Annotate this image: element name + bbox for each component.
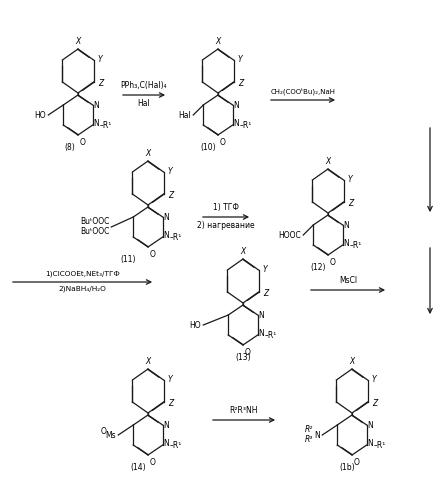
Text: (8): (8): [65, 143, 76, 152]
Text: X: X: [215, 37, 221, 46]
Text: Z: Z: [238, 78, 243, 88]
Text: HO: HO: [190, 320, 201, 330]
Text: Z: Z: [372, 398, 377, 407]
Text: –R¹: –R¹: [170, 234, 182, 242]
Text: Y: Y: [372, 374, 377, 384]
Text: N: N: [368, 440, 373, 448]
Text: Hal: Hal: [137, 99, 150, 108]
Text: Z: Z: [98, 78, 103, 88]
Text: N: N: [94, 120, 99, 128]
Text: N: N: [344, 240, 350, 248]
Text: O: O: [245, 348, 251, 357]
Text: BuᵗOOC: BuᵗOOC: [80, 218, 109, 226]
Text: (13): (13): [235, 353, 251, 362]
Text: MsCl: MsCl: [339, 276, 357, 285]
Text: (1b): (1b): [339, 463, 355, 472]
Text: CH₂(COOᵗBu)₂,NaH: CH₂(COOᵗBu)₂,NaH: [271, 88, 335, 95]
Text: (12): (12): [310, 263, 326, 272]
Text: O: O: [220, 138, 226, 147]
Text: N: N: [94, 100, 99, 110]
Text: N: N: [259, 330, 264, 338]
Text: X: X: [325, 157, 331, 166]
Text: R²: R²: [305, 424, 313, 434]
Text: R³: R³: [305, 434, 313, 444]
Text: Z: Z: [263, 288, 268, 298]
Text: X: X: [349, 357, 354, 366]
Text: N: N: [164, 420, 169, 430]
Text: 2) нагревание: 2) нагревание: [197, 221, 255, 230]
Text: N: N: [315, 430, 320, 440]
Text: HOOC: HOOC: [278, 230, 301, 239]
Text: O: O: [150, 250, 156, 259]
Text: N: N: [164, 212, 169, 222]
Text: N: N: [164, 232, 169, 240]
Text: (11): (11): [120, 255, 136, 264]
Text: N: N: [259, 310, 264, 320]
Text: Y: Y: [238, 54, 243, 64]
Text: O: O: [100, 428, 106, 436]
Text: 1) ТГФ: 1) ТГФ: [213, 203, 239, 212]
Text: HO: HO: [34, 110, 46, 120]
Text: N: N: [368, 420, 373, 430]
Text: Y: Y: [168, 374, 173, 384]
Text: –R¹: –R¹: [240, 122, 252, 130]
Text: X: X: [240, 247, 246, 256]
Text: (10): (10): [200, 143, 216, 152]
Text: –R¹: –R¹: [265, 332, 277, 340]
Text: –R¹: –R¹: [374, 442, 386, 450]
Text: –R¹: –R¹: [350, 242, 362, 250]
Text: N: N: [234, 120, 240, 128]
Text: X: X: [76, 37, 80, 46]
Text: Y: Y: [263, 264, 267, 274]
Text: –R¹: –R¹: [100, 122, 112, 130]
Text: N: N: [344, 220, 350, 230]
Text: Y: Y: [98, 54, 103, 64]
Text: Ms: Ms: [106, 430, 116, 440]
Text: –R¹: –R¹: [170, 442, 182, 450]
Text: R²R³NH: R²R³NH: [230, 406, 258, 415]
Text: Z: Z: [168, 190, 173, 200]
Text: X: X: [145, 149, 151, 158]
Text: O: O: [150, 458, 156, 467]
Text: (14): (14): [130, 463, 146, 472]
Text: Z: Z: [348, 198, 353, 207]
Text: Y: Y: [168, 166, 173, 175]
Text: PPh₃,C(Hal)₄: PPh₃,C(Hal)₄: [121, 81, 168, 90]
Text: 2)NaBH₄/H₂O: 2)NaBH₄/H₂O: [58, 286, 107, 292]
Text: BuᵗOOC: BuᵗOOC: [80, 228, 109, 236]
Text: X: X: [145, 357, 151, 366]
Text: Y: Y: [348, 174, 353, 184]
Text: N: N: [164, 440, 169, 448]
Text: 1)ClCOOEt,NEt₃/ТГФ: 1)ClCOOEt,NEt₃/ТГФ: [45, 270, 120, 277]
Text: O: O: [354, 458, 360, 467]
Text: Hal: Hal: [179, 110, 191, 120]
Text: O: O: [80, 138, 86, 147]
Text: N: N: [234, 100, 240, 110]
Text: Z: Z: [168, 398, 173, 407]
Text: O: O: [330, 258, 336, 267]
